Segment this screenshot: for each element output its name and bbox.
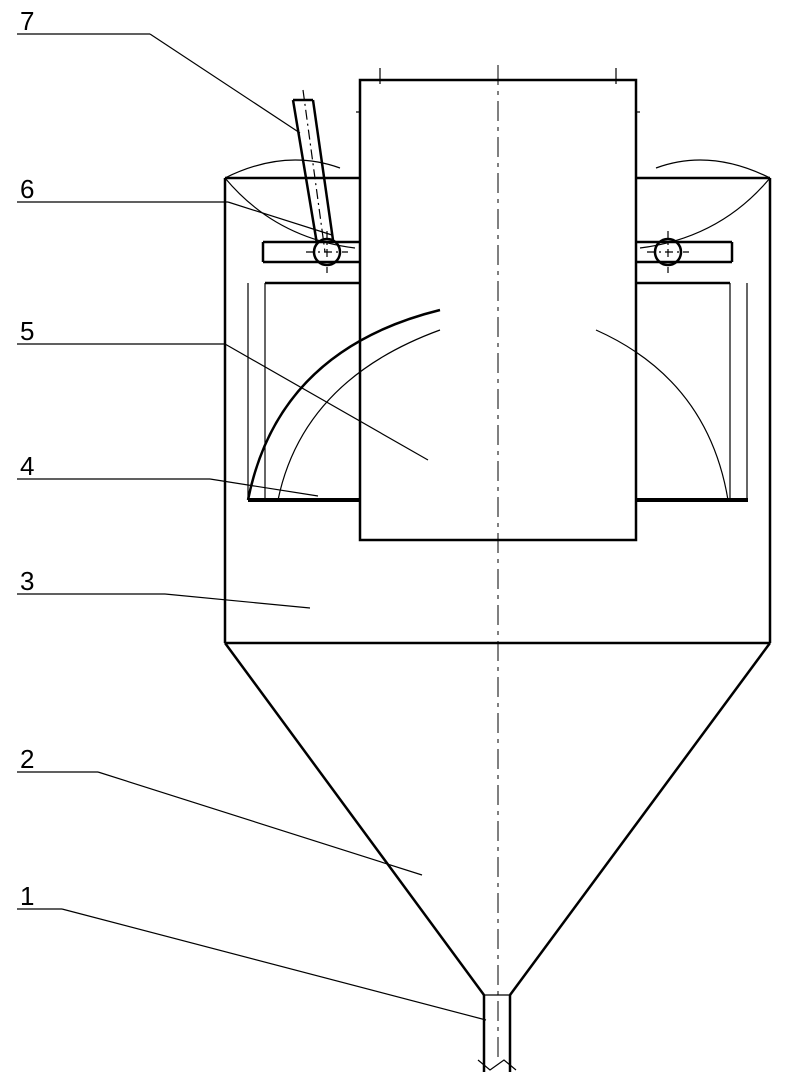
label-1: 1 [20, 881, 34, 911]
label-5: 5 [20, 316, 34, 346]
label-6: 6 [20, 174, 34, 204]
label-7: 7 [20, 6, 34, 36]
label-4: 4 [20, 451, 34, 481]
diagram-svg: 1 2 3 4 5 6 7 [0, 0, 800, 1072]
label-3: 3 [20, 566, 34, 596]
diagram-canvas: 1 2 3 4 5 6 7 [0, 0, 800, 1072]
label-2: 2 [20, 744, 34, 774]
